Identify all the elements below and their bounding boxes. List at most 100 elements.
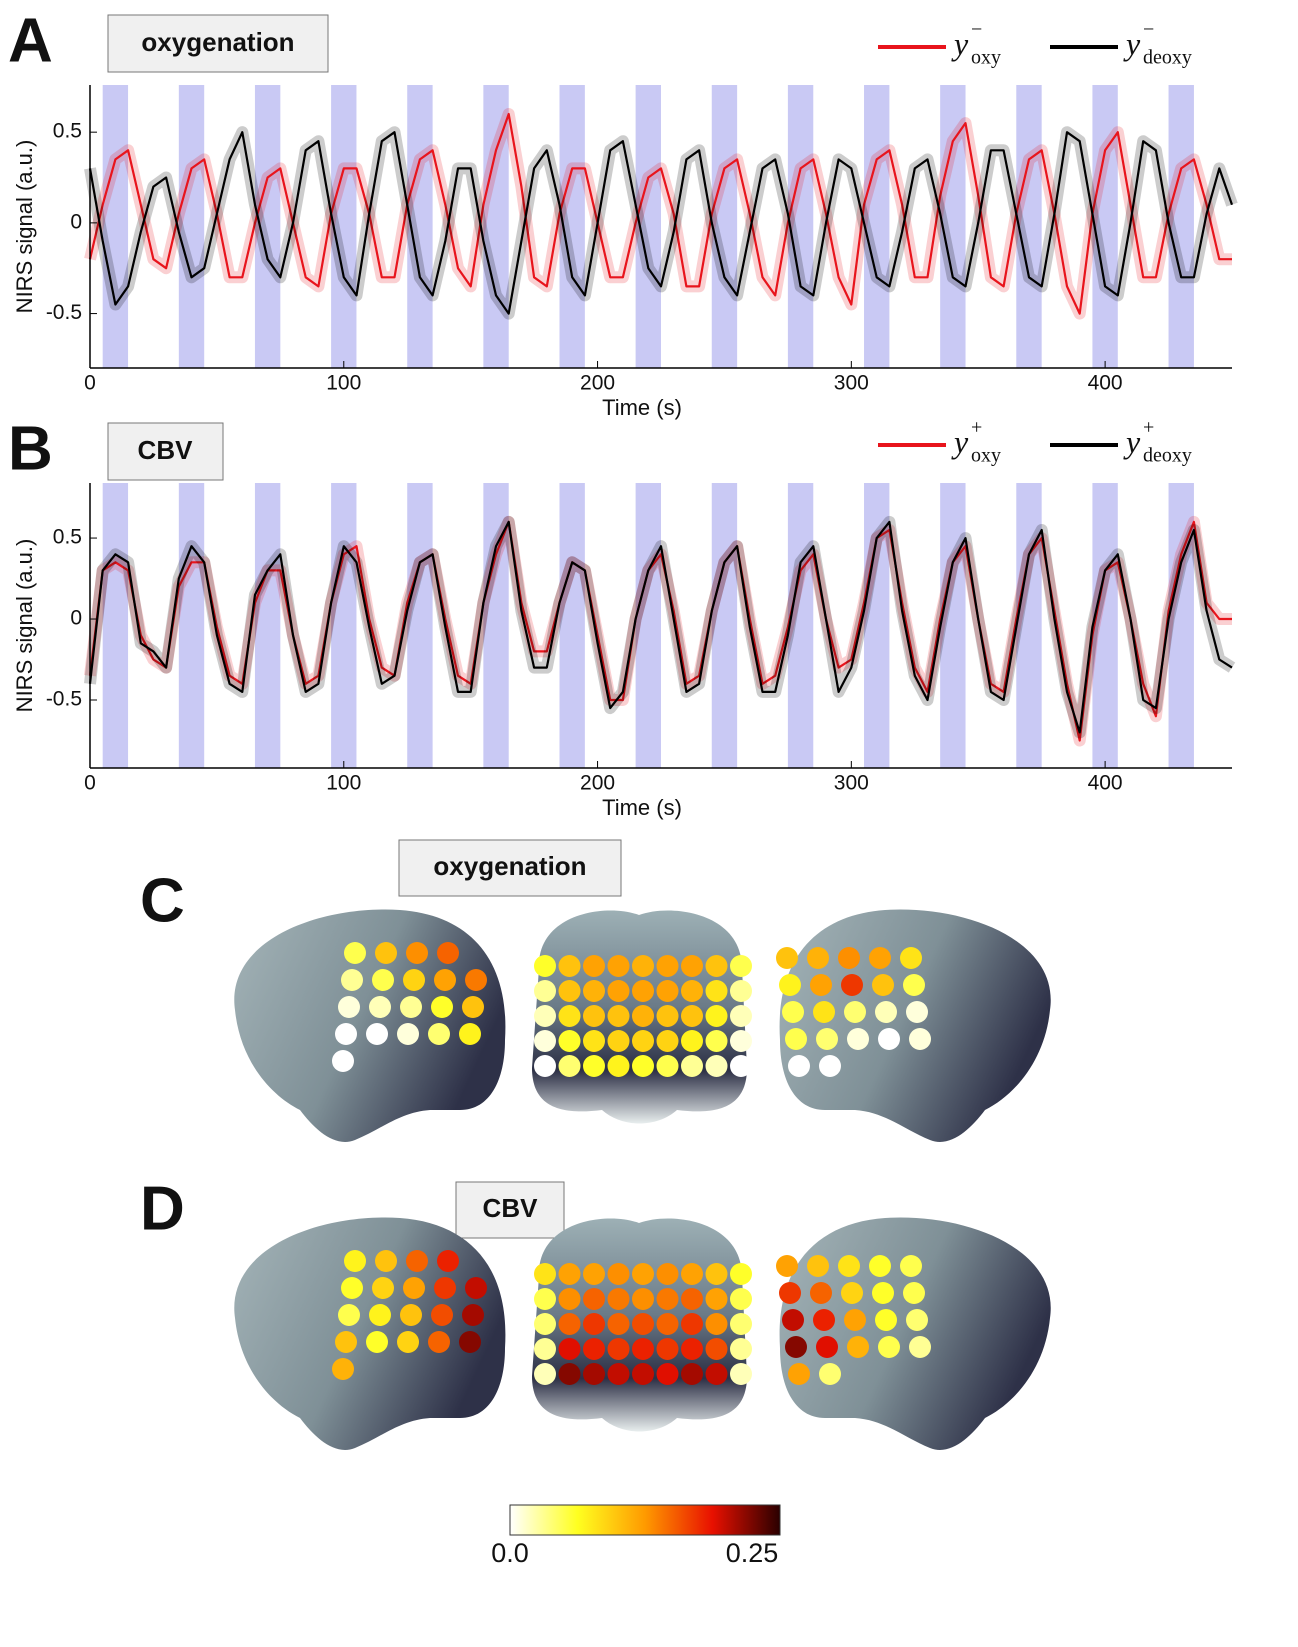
channel-dot [406, 1250, 428, 1272]
chart-title: CBV [138, 435, 194, 465]
channel-dot [632, 955, 654, 977]
x-tick-label: 200 [580, 372, 615, 395]
channel-dot [705, 1363, 728, 1385]
legend-superscript: − [1143, 19, 1154, 41]
stimulus-block [864, 85, 890, 368]
channel-dot [903, 974, 925, 996]
legend-subscript: deoxy [1143, 445, 1192, 467]
channel-dot [558, 1288, 581, 1310]
channel-dot [776, 947, 798, 969]
x-tick-label: 0 [84, 372, 96, 395]
channel-dot [332, 1358, 354, 1380]
channel-dot [338, 1304, 360, 1326]
y-tick-label: 0 [70, 607, 82, 630]
channel-dot [681, 1363, 703, 1385]
x-tick-label: 400 [1088, 372, 1123, 395]
channel-dot [344, 942, 366, 964]
legend-superscript: + [971, 417, 982, 439]
channel-dot [397, 1023, 419, 1045]
channel-dot [776, 1255, 798, 1277]
series-line [88, 520, 1232, 742]
channel-dot [632, 1313, 654, 1335]
stimulus-block [1016, 85, 1042, 368]
channel-dot [705, 1263, 728, 1285]
legend-label: y [1123, 25, 1141, 61]
channel-dot [583, 1055, 605, 1077]
channel-dot [782, 1309, 804, 1331]
channel-dot [730, 1363, 752, 1385]
panel-label: B [8, 414, 53, 483]
stimulus-block [787, 85, 814, 368]
channel-dot [400, 1304, 422, 1326]
channel-dot [844, 1001, 866, 1023]
legend-subscript: oxy [971, 47, 1001, 69]
channel-dot [681, 1030, 703, 1052]
channel-dot [403, 1277, 425, 1299]
channel-dot [335, 1331, 357, 1353]
channel-dot [681, 1313, 703, 1335]
channel-dot [656, 1055, 679, 1077]
channel-dot [807, 947, 829, 969]
channel-dot [607, 1313, 630, 1335]
channel-dot [403, 969, 425, 991]
channel-dot [909, 1336, 931, 1358]
legend-label: y [951, 423, 969, 459]
channel-dot [656, 1363, 679, 1385]
title-box [107, 422, 224, 481]
channel-dot [583, 1288, 605, 1310]
stimulus-block [331, 85, 357, 368]
channel-dot [844, 1309, 866, 1331]
x-axis-label: Time (s) [602, 795, 682, 820]
stimulus-block [787, 483, 814, 768]
channel-dot [534, 980, 556, 1002]
channel-dot [607, 1055, 630, 1077]
channel-dot [810, 1282, 832, 1304]
channel-dot [558, 955, 581, 977]
channel-dot [906, 1001, 928, 1023]
y-tick-label: -0.5 [46, 301, 82, 324]
channel-dot [681, 1055, 703, 1077]
y-tick-label: 0.5 [53, 120, 82, 143]
y-axis-label: NIRS signal (a.u.) [12, 140, 37, 314]
channel-dot [656, 1263, 679, 1285]
chart-title: oxygenation [141, 27, 294, 57]
series-line [88, 520, 1233, 734]
channel-dot [534, 1005, 556, 1027]
channel-dot [400, 996, 422, 1018]
channel-dot [632, 1030, 654, 1052]
x-tick-label: 400 [1088, 772, 1123, 795]
channel-dot [841, 974, 863, 996]
channel-dot [656, 1338, 679, 1360]
y-tick-label: -0.5 [46, 688, 82, 711]
channel-dot [656, 1005, 679, 1027]
channel-dot [583, 1338, 605, 1360]
channel-dot [583, 955, 605, 977]
channel-dot [681, 1338, 703, 1360]
channel-dot [782, 1001, 804, 1023]
stimulus-block [102, 483, 129, 768]
channel-dot [372, 969, 394, 991]
channel-dot [437, 942, 459, 964]
stimulus-block [331, 483, 357, 768]
channel-dot [558, 1030, 581, 1052]
channel-dot [785, 1028, 807, 1050]
channel-dot [872, 1282, 894, 1304]
channel-dot [369, 996, 391, 1018]
panel-label: C [140, 866, 185, 935]
stimulus-block [407, 483, 433, 768]
channel-dot [607, 955, 630, 977]
channel-dot [366, 1331, 388, 1353]
channel-dot [607, 1288, 630, 1310]
channel-dot [632, 1338, 654, 1360]
channel-dot [406, 942, 428, 964]
legend-superscript: + [1143, 417, 1154, 439]
channel-dot [841, 1282, 863, 1304]
channel-dot [607, 1338, 630, 1360]
channel-dot [681, 955, 703, 977]
channel-dot [900, 947, 922, 969]
channel-dot [819, 1055, 841, 1077]
channel-dot [847, 1336, 869, 1358]
channel-dot [705, 955, 728, 977]
channel-dot [816, 1336, 838, 1358]
legend-superscript: − [971, 19, 982, 41]
